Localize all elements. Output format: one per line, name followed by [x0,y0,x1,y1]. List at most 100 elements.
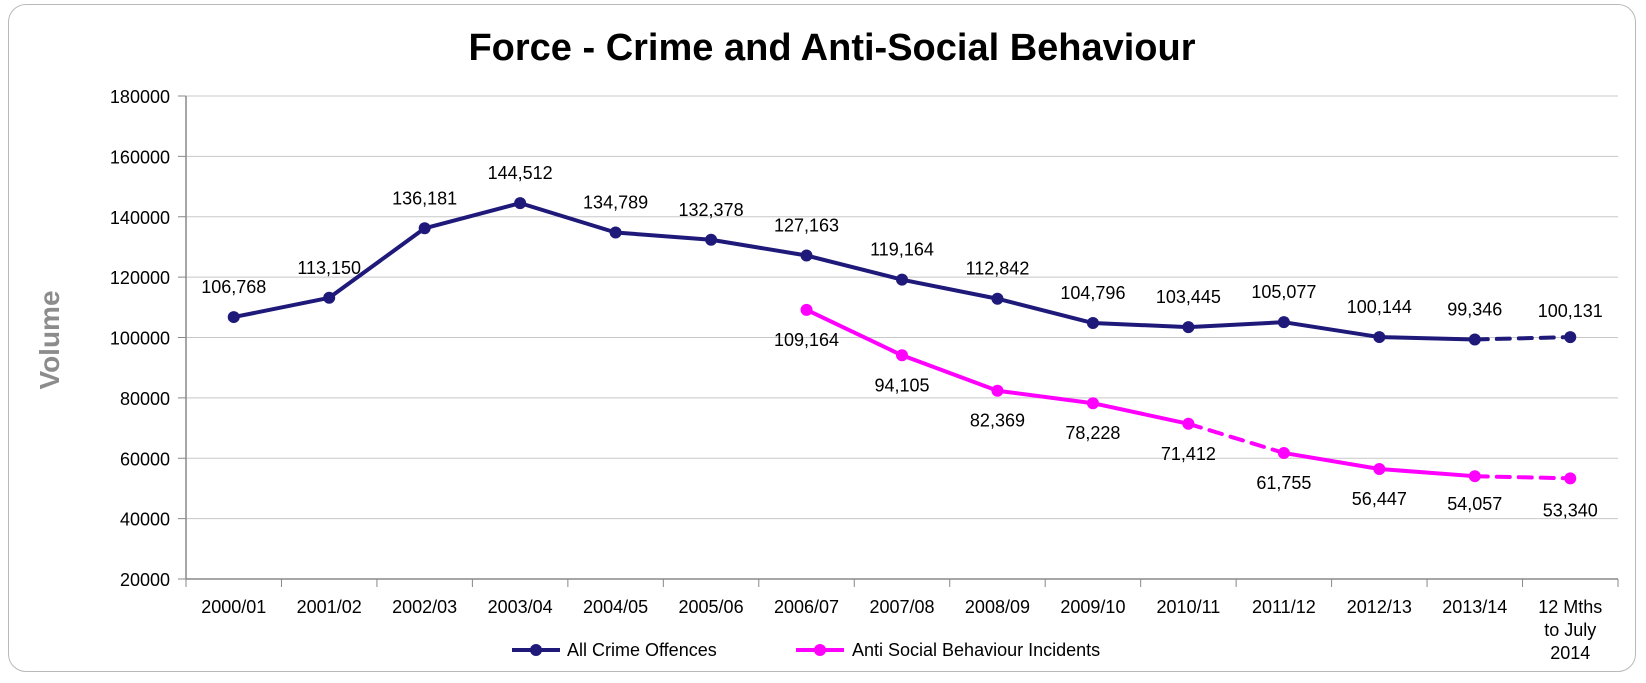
legend-marker-all-crime [530,644,542,656]
all-crime-offences-segment-3 [518,201,618,235]
all-crime-offences-segment-1 [327,226,427,300]
y-tick-label: 80000 [120,389,170,409]
legend-label-all-crime: All Crime Offences [567,640,717,660]
anti-social-behaviour-incidents-data-label-2006-07: 109,164 [774,330,839,350]
anti-social-behaviour-incidents-segment-6 [804,307,904,358]
all-crime-offences-segment-13 [1472,335,1573,342]
anti-social-behaviour-incidents-segment-12 [1377,466,1477,479]
y-tick-label: 60000 [120,449,170,469]
x-tick-label-2000-01: 2000/01 [201,597,266,617]
y-tick-label: 120000 [110,268,170,288]
all-crime-offences-data-label-2008-09: 112,842 [966,259,1030,279]
all-crime-offences-segment-0 [231,295,332,320]
all-crime-offences-point-2001-02 [323,291,336,304]
all-crime-offences-segment-11 [1281,320,1382,340]
all-crime-offences-data-label-2007-08: 119,164 [870,240,934,260]
anti-social-behaviour-incidents-point-2006-07 [800,303,813,316]
anti-social-behaviour-incidents-point-2010-11 [1182,417,1195,430]
anti-social-behaviour-incidents-segment-10 [1186,421,1286,455]
series-points [227,197,1577,485]
y-tick-label: 180000 [110,87,170,107]
all-crime-offences-data-label-2002-03: 136,181 [392,188,457,208]
anti-social-behaviour-incidents-point-2011-12 [1277,446,1290,459]
all-crime-offences-point-2007-08 [896,273,908,286]
legend-label-asb: Anti Social Behaviour Incidents [852,640,1100,660]
anti-social-behaviour-incidents-point-2007-08 [896,349,908,362]
y-tick-label: 140000 [110,208,170,228]
x-tick-label-2005-06: 2005/06 [679,597,744,617]
all-crime-offences-segment-2 [422,201,523,231]
x-tick-label-2008-09: 2008/09 [965,597,1030,617]
x-tick-label-2001-02: 2001/02 [297,597,362,617]
x-tick-label-2009-10: 2009/10 [1060,597,1125,617]
data-labels: 106,768 113,150 136,181 144,512 134,789 132,3… [201,163,1603,520]
chart-title: Force - Crime and Anti-Social Behaviour [468,27,1195,69]
x-tick-label-2013-14: 2013/14 [1442,597,1507,617]
all-crime-offences-segment-12 [1377,335,1477,342]
all-crime-offences-data-label-2009-10: 104,796 [1060,283,1125,303]
all-crime-offences-data-label-2013-14: 99,346 [1447,299,1502,319]
y-axis-label: Volume [34,290,65,389]
all-crime-offences-data-label-2000-01: 106,768 [201,277,266,297]
anti-social-behaviour-incidents-data-label-2008-09: 82,369 [970,411,1025,431]
all-crime-offences-point-2004-05 [609,226,622,239]
all-crime-offences-data-label-2006-07: 127,163 [774,216,839,236]
x-tick-label-2006-07: 2006/07 [774,597,839,617]
all-crime-offences-point-2000-01 [227,311,240,324]
y-tick-label: 40000 [120,510,170,530]
all-crime-offences-point-2003-04 [514,197,527,210]
all-crime-offences-point-2010-11 [1182,321,1195,334]
x-tick-label-12-mths-to-july-2014: 12 Mths to July 2014 [1538,597,1602,663]
anti-social-behaviour-incidents-data-label-2009-10: 78,228 [1065,423,1120,443]
all-crime-offences-data-label-2010-11: 103,445 [1156,287,1221,307]
all-crime-offences-point-2013-14 [1468,333,1481,346]
all-crime-offences-data-label-2004-05: 134,789 [583,192,648,212]
all-crime-offences-segment-6 [804,253,904,282]
legend-item-asb: Anti Social Behaviour Incidents [796,640,1100,660]
all-crime-offences-point-2009-10 [1086,317,1099,330]
all-crime-offences-point-12-mths-to-july-2014 [1564,331,1577,344]
anti-social-behaviour-incidents-point-12-mths-to-july-2014 [1564,472,1577,485]
all-crime-offences-segment-8 [995,296,1095,326]
anti-social-behaviour-incidents-segment-13 [1472,474,1573,481]
anti-social-behaviour-incidents-data-label-2013-14: 54,057 [1447,494,1502,514]
all-crime-offences-segment-10 [1186,320,1286,330]
all-crime-offences-data-label-2011-12: 105,077 [1251,282,1316,302]
all-crime-offences-segment-7 [900,277,1000,301]
x-tick-label-2003-04: 2003/04 [488,597,553,617]
all-crime-offences-point-2002-03 [418,222,431,235]
anti-social-behaviour-incidents-segment-7 [900,353,1000,393]
all-crime-offences-data-label-12-mths-to-july-2014: 100,131 [1538,301,1603,321]
anti-social-behaviour-incidents-point-2009-10 [1086,397,1099,410]
all-crime-offences-data-label-2005-06: 132,378 [679,200,744,220]
x-tick-label-2011-12: 2011/12 [1252,597,1316,617]
x-tick-label-2002-03: 2002/03 [392,597,457,617]
x-tick-label-2004-05: 2004/05 [583,597,648,617]
tick-labels: 180000 160000 140000 120000 100000 80000 60000… [110,87,1602,663]
anti-social-behaviour-incidents-segment-9 [1090,401,1191,426]
x-tick-label-2012-13: 2012/13 [1347,597,1412,617]
x-tick-label-2010-11: 2010/11 [1157,597,1221,617]
all-crime-offences-segment-5 [709,237,809,258]
all-crime-offences-segment-4 [613,230,714,242]
y-tick-label: 100000 [110,329,170,349]
legend: All Crime Offences Anti Social Behaviour… [512,640,1100,660]
all-crime-offences-data-label-2003-04: 144,512 [488,163,553,183]
y-tick-label: 160000 [110,147,170,167]
series-lines [231,201,1573,481]
axes [178,95,1619,587]
legend-item-all-crime: All Crime Offences [512,640,717,660]
anti-social-behaviour-incidents-point-2008-09 [991,384,1004,397]
all-crime-offences-point-2005-06 [705,233,718,246]
x-tick-label-2007-08: 2007/08 [869,597,934,617]
anti-social-behaviour-incidents-data-label-2012-13: 56,447 [1352,489,1407,509]
y-tick-label: 20000 [120,570,170,590]
all-crime-offences-point-2006-07 [800,249,813,262]
all-crime-offences-point-2012-13 [1373,331,1386,344]
legend-marker-asb [814,644,826,656]
all-crime-offences-data-label-2001-02: 113,150 [297,258,361,278]
anti-social-behaviour-incidents-data-label-12-mths-to-july-2014: 53,340 [1543,500,1598,520]
anti-social-behaviour-incidents-segment-11 [1281,450,1382,471]
anti-social-behaviour-incidents-point-2013-14 [1468,470,1481,483]
